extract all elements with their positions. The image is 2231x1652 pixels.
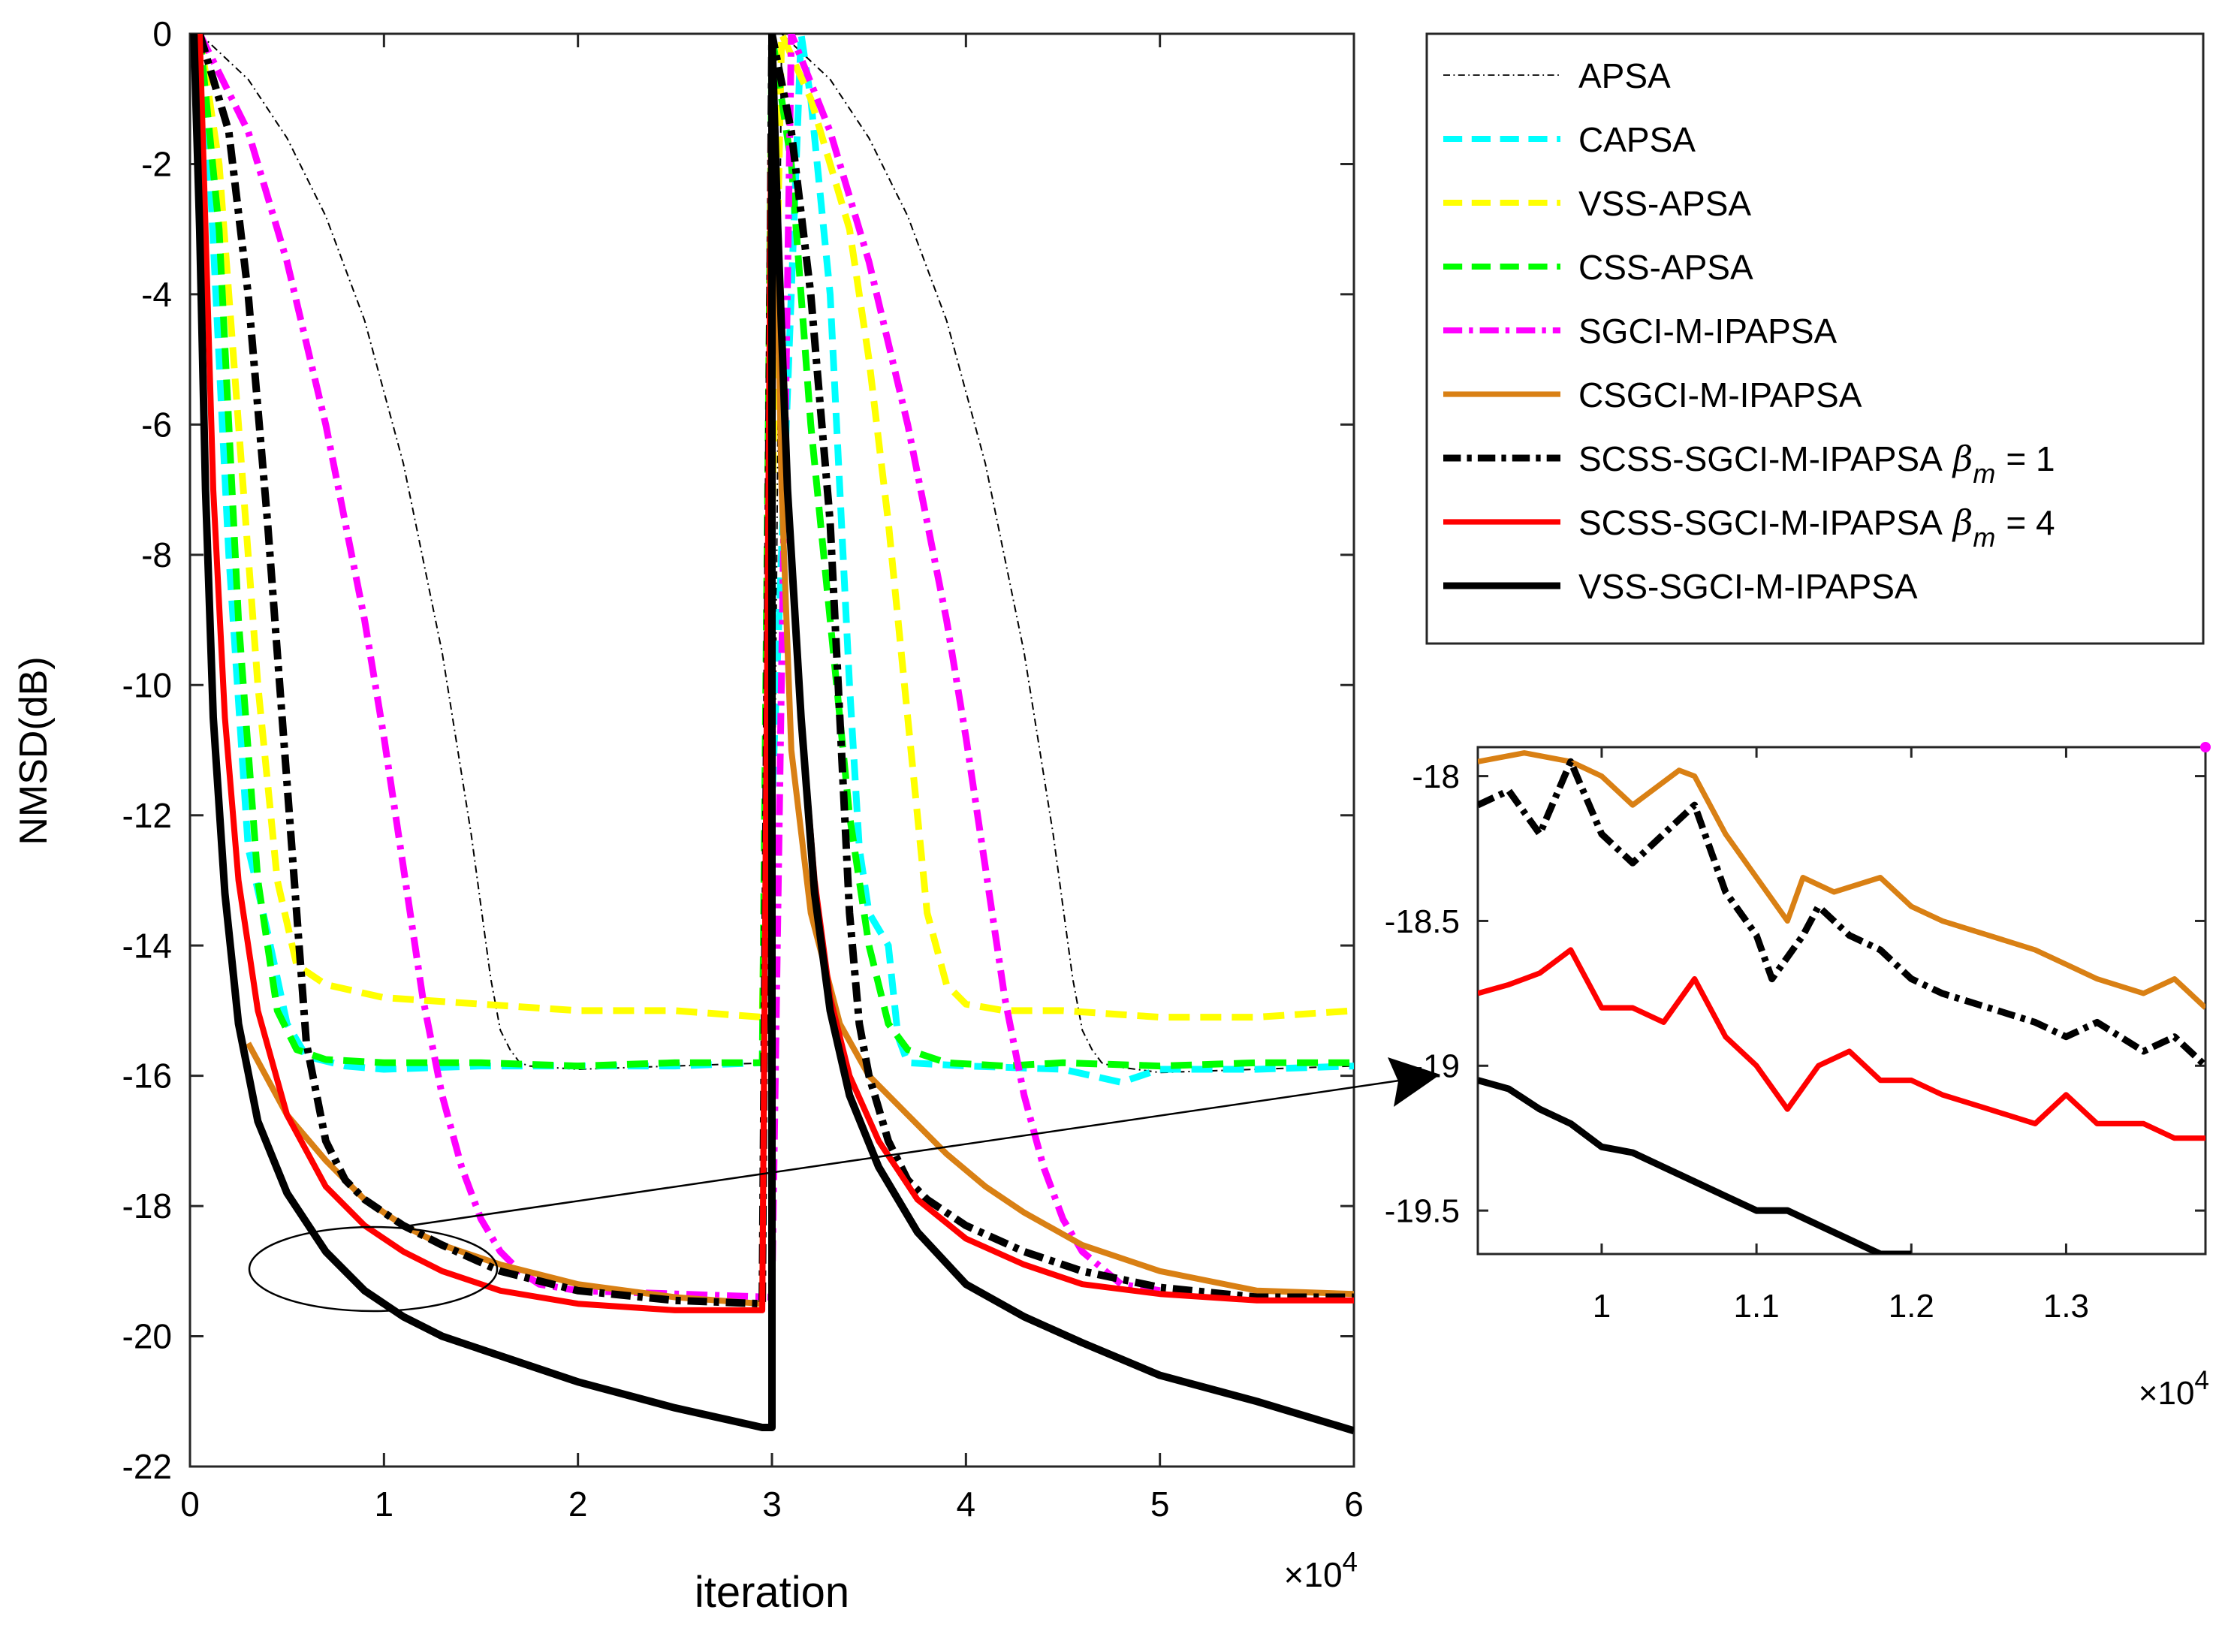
legend-label: VSS-SGCI-M-IPAPSA [1578, 567, 1918, 606]
inset-y-tick-label: -19.5 [1385, 1193, 1460, 1230]
inset-y-tick-label: -18 [1412, 758, 1460, 795]
inset-x-tick-label: 1.3 [2043, 1288, 2089, 1325]
main-y-tick-label: -2 [141, 145, 172, 184]
main-y-tick-label: -22 [122, 1447, 172, 1486]
inset-x-multiplier: ×104 [2139, 1366, 2209, 1412]
main-plot: 0 1 2 3 4 5 6 0 -2 -4 -6 -8 -10 -12 -14 -16 -18 -20 -22 ×10… [12, 14, 1364, 1617]
main-y-tick-label: -14 [122, 926, 172, 965]
main-x-tick-label: 5 [1150, 1485, 1170, 1524]
legend-label: CSS-APSA [1578, 248, 1753, 287]
main-series-line-7 [196, 34, 1354, 1313]
inset-series-point-4 [2200, 742, 2211, 752]
zoom-arrow-head [1388, 1057, 1440, 1107]
legend-label: SCSS-SGCI-M-IPAPSA βm = 4 [1578, 502, 2055, 553]
main-x-multiplier: ×104 [1284, 1546, 1358, 1594]
main-y-tick-label: -20 [122, 1317, 172, 1356]
main-series-line-8 [190, 34, 1354, 1435]
inset-series-line-1 [1478, 758, 2205, 1069]
legend-entry: CAPSA [1443, 120, 1696, 159]
legend-entry: VSS-SGCI-M-IPAPSA [1443, 567, 1918, 606]
inset-x-tick-label: 1.2 [1889, 1288, 1934, 1325]
main-series-line-6 [196, 34, 1354, 1308]
legend-entry: APSA [1443, 56, 1671, 95]
legend-entry: SCSS-SGCI-M-IPAPSA βm = 4 [1443, 502, 2055, 553]
main-series-line-3 [196, 34, 1354, 1070]
inset-series-line-2 [1478, 947, 2205, 1141]
main-y-tick-label: -18 [122, 1186, 172, 1225]
legend-label: CSGCI-M-IPAPSA [1578, 375, 1862, 415]
legend-label: CAPSA [1578, 120, 1696, 159]
legend-entry: CSGCI-M-IPAPSA [1443, 375, 1862, 415]
zoom-arrow-line [405, 1078, 1405, 1228]
inset-series-line-3 [1478, 1077, 1912, 1254]
inset-plot: 1 1.1 1.2 1.3-18-18.5-19-19.5×104 [1385, 742, 2211, 1412]
legend-label: VSS-APSA [1578, 184, 1751, 223]
inset-plot-area [1476, 746, 2207, 1256]
legend-label: APSA [1578, 56, 1671, 95]
main-y-tick-label: -4 [141, 275, 172, 314]
main-y-tick-label: 0 [152, 14, 172, 53]
x-axis-label: iteration [695, 1568, 849, 1617]
inset-y-tick-label: -18.5 [1385, 903, 1460, 940]
zoom-annotation [248, 1057, 1440, 1313]
legend-entry: SGCI-M-IPAPSA [1443, 312, 1838, 351]
main-x-tick-label: 4 [957, 1485, 976, 1524]
legend-label: SCSS-SGCI-M-IPAPSA βm = 1 [1578, 439, 2055, 489]
zoom-ellipse [248, 1225, 499, 1313]
main-y-tick-label: -8 [141, 535, 172, 574]
main-series-line-0 [199, 34, 1354, 1074]
main-x-tick-label: 3 [762, 1485, 782, 1524]
main-y-tick-label: -6 [141, 405, 172, 444]
legend-entry: SCSS-SGCI-M-IPAPSA βm = 1 [1443, 439, 2055, 489]
legend-box [1425, 32, 2205, 645]
main-x-tick-label: 0 [180, 1485, 200, 1524]
main-y-tick-label: -10 [122, 665, 172, 704]
legend: APSA CAPSA VSS-APSA CSS-APSA SGCI-M-IPAPSA CS… [1425, 32, 2205, 645]
legend-entry: CSS-APSA [1443, 248, 1753, 287]
inset-series-line-0 [1478, 750, 2205, 1010]
inset-x-tick-label: 1.1 [1734, 1288, 1780, 1325]
y-axis-label: NMSD(dB) [12, 656, 56, 845]
legend-label: SGCI-M-IPAPSA [1578, 312, 1838, 351]
main-y-tick-label: -16 [122, 1057, 172, 1096]
main-series-line-2 [196, 34, 1354, 1021]
main-x-tick-label: 6 [1344, 1485, 1364, 1524]
main-x-tick-label: 2 [568, 1485, 588, 1524]
inset-x-tick-label: 1 [1593, 1288, 1611, 1325]
main-x-tick-label: 1 [375, 1485, 394, 1524]
main-y-tick-label: -12 [122, 796, 172, 835]
legend-entry: VSS-APSA [1443, 184, 1751, 223]
